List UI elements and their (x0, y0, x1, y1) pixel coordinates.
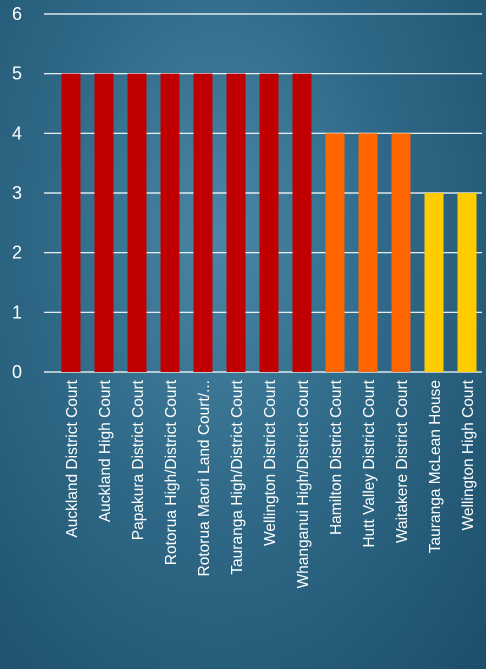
x-tick-label-12: Tauranga McLean House (427, 380, 444, 553)
y-tick-label-4: 4 (12, 123, 22, 143)
bar-5 (193, 73, 213, 373)
y-tick-label-3: 3 (12, 183, 22, 203)
bar-11 (391, 133, 411, 372)
y-tick-label-5: 5 (12, 64, 22, 84)
bar-12 (424, 193, 444, 372)
bar-4 (160, 73, 180, 373)
x-tick-label-5: Rotorua Maori Land Court/... (196, 380, 213, 576)
y-axis: 0 1 2 3 4 5 6 (12, 4, 22, 382)
x-tick-label-10: Hutt Valley District Court (361, 379, 378, 547)
x-axis-labels: Auckland District Court Auckland High Cou… (64, 379, 477, 588)
bar-10 (358, 133, 378, 372)
y-tick-label-1: 1 (12, 302, 22, 322)
y-tick-label-0: 0 (12, 362, 22, 382)
bar-9 (325, 133, 345, 372)
y-tick-label-6: 6 (12, 4, 22, 24)
y-tick-label-2: 2 (12, 243, 22, 263)
bar-7 (259, 73, 279, 373)
x-tick-label-7: Wellington District Court (262, 379, 279, 546)
bars (61, 73, 477, 373)
x-tick-label-1: Auckland District Court (64, 379, 81, 537)
bar-6 (226, 73, 246, 373)
x-tick-label-2: Auckland High Court (97, 379, 114, 522)
x-tick-label-6: Tauranga High/District Court (229, 379, 246, 574)
x-tick-label-11: Waitakere District Court (394, 379, 411, 543)
bar-2 (94, 73, 114, 373)
bar-1 (61, 73, 81, 373)
bar-3 (127, 73, 147, 373)
bar-13 (457, 193, 477, 372)
x-tick-label-9: Hamilton District Court (328, 379, 345, 535)
bar-8 (292, 73, 312, 373)
x-tick-label-8: Whanganui High/District Court (295, 379, 312, 588)
x-tick-label-13: Wellington High Court (460, 379, 477, 530)
x-tick-label-3: Papakura District Court (130, 379, 147, 540)
x-tick-label-4: Rotorua High/District Court (163, 379, 180, 565)
